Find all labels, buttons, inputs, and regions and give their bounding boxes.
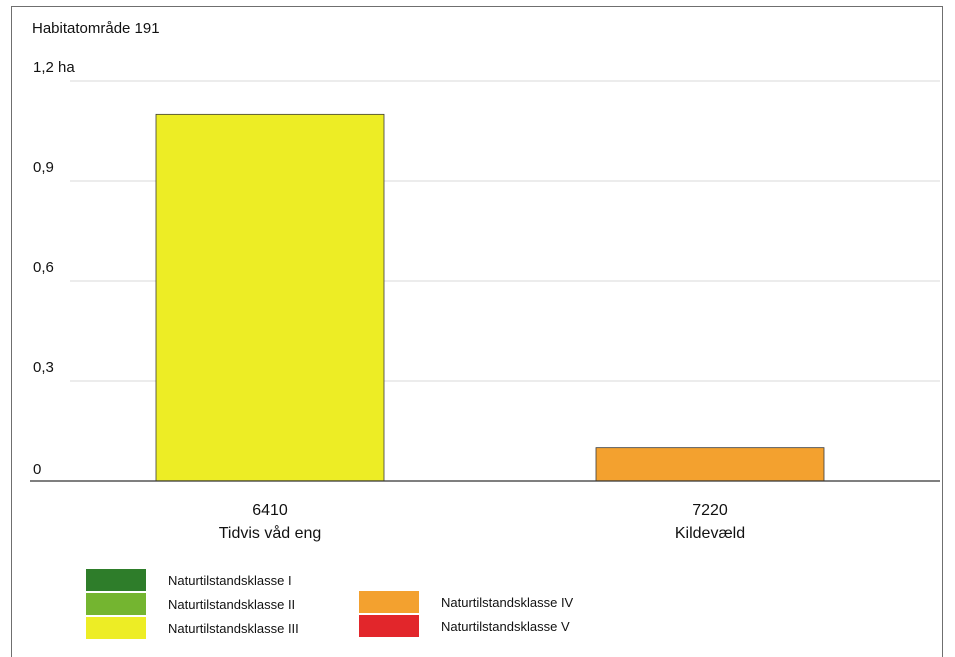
y-tick-label: 1,2 ha — [33, 59, 75, 76]
bar — [595, 447, 825, 482]
legend-swatch — [86, 569, 146, 591]
legend-swatch — [359, 591, 419, 613]
y-tick-label: 0,9 — [33, 159, 54, 176]
x-tick-code: 7220 — [692, 502, 728, 519]
x-tick-name: Tidvis våd eng — [219, 524, 322, 542]
legend-label: Naturtilstandsklasse V — [441, 619, 570, 634]
x-tick-code: 6410 — [252, 502, 288, 519]
legend-label: Naturtilstandsklasse II — [168, 597, 295, 612]
legend-swatch — [86, 593, 146, 615]
y-tick-label: 0 — [33, 461, 41, 478]
y-tick-label: 0,3 — [33, 359, 54, 376]
legend-label: Naturtilstandsklasse III — [168, 621, 299, 636]
x-tick-name: Kildevæld — [675, 525, 745, 542]
legend-label: Naturtilstandsklasse IV — [441, 595, 574, 610]
y-tick-label: 0,6 — [33, 259, 54, 276]
legend-label: Naturtilstandsklasse I — [168, 573, 292, 588]
chart-title: Habitatområde 191 — [32, 20, 160, 37]
legend-swatch — [86, 617, 146, 639]
legend-swatch — [359, 615, 419, 637]
bar — [155, 113, 385, 482]
